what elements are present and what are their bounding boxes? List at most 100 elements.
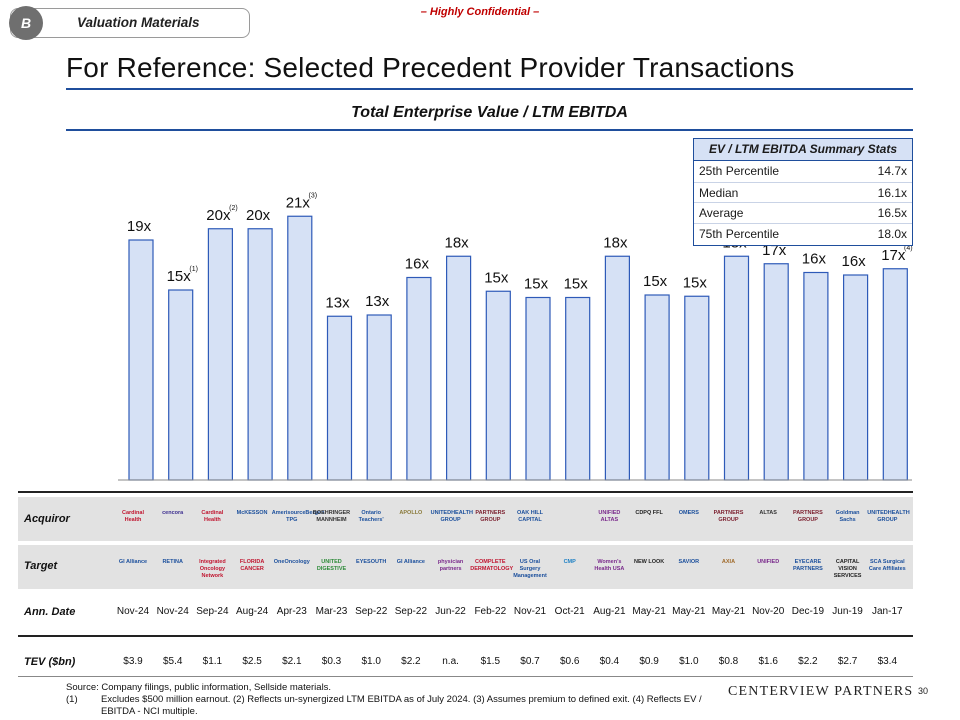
bar-6 bbox=[326, 315, 353, 481]
bar-16 bbox=[723, 255, 750, 481]
acquiror-logo: OAK HILL CAPITAL bbox=[517, 510, 543, 523]
acquiror-logo: BOEHRINGER MANNHEIM bbox=[312, 510, 351, 523]
acquiror-logo: AmerisourceBergen TPG bbox=[271, 510, 325, 523]
tev-cell: $3.9 bbox=[123, 656, 143, 667]
label-footnote-20: (4) bbox=[904, 245, 913, 252]
footnotes: Source: Company filings, public informat… bbox=[66, 682, 726, 718]
tev-cell: $2.2 bbox=[798, 656, 818, 667]
ann-date-cell: Dec-19 bbox=[791, 606, 825, 617]
ann-date-cell: Mar-23 bbox=[315, 606, 348, 617]
date-row-label: Ann. Date bbox=[24, 606, 76, 618]
stat-value: 16.1x bbox=[877, 185, 907, 200]
stat-value: 18.0x bbox=[877, 226, 907, 241]
data-label-20: 17x bbox=[881, 247, 906, 264]
target-logo: UNIFIED bbox=[757, 559, 780, 565]
target-logo: CMP bbox=[563, 559, 576, 565]
table-top-rule bbox=[18, 491, 913, 493]
acquiror-logo: Goldman Sachs bbox=[835, 510, 860, 523]
bar-3 bbox=[207, 228, 233, 481]
acquiror-logo: Cardinal Health bbox=[201, 510, 224, 523]
table-bottom-rule bbox=[18, 676, 913, 677]
tev-cell: $1.0 bbox=[361, 656, 381, 667]
bar-1 bbox=[128, 239, 154, 481]
bar-20 bbox=[882, 268, 908, 481]
ann-date-cell: Sep-22 bbox=[355, 606, 388, 617]
ann-date-cell: Feb-22 bbox=[474, 606, 507, 617]
target-logo: COMPLETE DERMATOLOGY bbox=[470, 559, 514, 572]
ann-date-cell: Sep-22 bbox=[394, 606, 428, 617]
data-label-4: 20x bbox=[246, 207, 271, 224]
bar-10 bbox=[485, 290, 511, 481]
data-label-12: 15x bbox=[564, 276, 589, 293]
ann-date-cell: May-21 bbox=[632, 606, 666, 617]
ann-date-cell: Aug-21 bbox=[593, 606, 626, 617]
acquiror-logo: PARTNERS GROUP bbox=[475, 510, 506, 523]
tev-cell: $5.4 bbox=[162, 656, 183, 667]
target-logo: UNITED DIGESTIVE bbox=[316, 559, 347, 572]
bar-14 bbox=[644, 294, 670, 481]
target-logo: GI Alliance bbox=[396, 559, 425, 565]
ann-date-cell: Sep-24 bbox=[196, 606, 229, 617]
data-label-7: 13x bbox=[365, 293, 390, 310]
bar-2 bbox=[168, 289, 194, 481]
target-logo: SCA Surgical Care Affiliates bbox=[868, 559, 906, 572]
ann-date-cell: Nov-24 bbox=[116, 606, 150, 617]
stat-label: Average bbox=[699, 206, 744, 220]
target-logo: OneOncology bbox=[273, 559, 310, 565]
tev-cell: n.a. bbox=[442, 656, 459, 667]
acquiror-logo: Ontario Teachers' bbox=[358, 510, 384, 523]
footnote: (1) Excludes $500 million earnout. (2) R… bbox=[66, 694, 726, 718]
acquiror-logo: UNIFIED ALTAS bbox=[598, 510, 621, 523]
section-tab: B Valuation Materials bbox=[9, 6, 250, 40]
bar-17 bbox=[763, 263, 789, 481]
tev-cell: $0.9 bbox=[639, 656, 659, 667]
acquiror-row-label: Acquiror bbox=[24, 513, 70, 525]
section-label: Valuation Materials bbox=[77, 15, 200, 30]
bar-7 bbox=[366, 314, 392, 481]
ann-date-cell: Nov-21 bbox=[513, 606, 547, 617]
acquiror-logo: UNITEDHEALTH GROUP bbox=[867, 510, 910, 523]
data-label-1: 19x bbox=[127, 218, 152, 235]
data-label-9: 18x bbox=[445, 234, 470, 251]
bar-4 bbox=[247, 228, 273, 481]
stat-label: 25th Percentile bbox=[699, 164, 780, 178]
ann-date-cell: Oct-21 bbox=[554, 606, 585, 617]
label-footnote-2: (1) bbox=[189, 266, 198, 273]
target-logo: RETINA bbox=[162, 559, 183, 565]
stat-row: Median 16.1x bbox=[694, 181, 912, 203]
chart-title-rule bbox=[66, 129, 913, 131]
acquiror-logo: cencora bbox=[162, 510, 184, 516]
target-logo: physician partners bbox=[437, 559, 464, 572]
tev-cell: $0.4 bbox=[599, 656, 620, 667]
footnote-marker: (1) bbox=[66, 694, 78, 705]
data-label-5: 21x bbox=[286, 194, 311, 211]
data-label-6: 13x bbox=[325, 294, 350, 311]
tev-cell: $0.7 bbox=[520, 656, 540, 667]
ann-date-cell: Nov-20 bbox=[752, 606, 785, 617]
tev-cell: $1.0 bbox=[679, 656, 699, 667]
target-logos: GI Alliance RETINA Integrated Oncology Net… bbox=[0, 549, 960, 589]
bar-8 bbox=[406, 276, 432, 481]
stat-row: 75th Percentile 18.0x bbox=[694, 222, 912, 244]
chart-title: Total Enterprise Value / LTM EBITDA bbox=[351, 104, 628, 121]
data-label-10: 15x bbox=[484, 269, 509, 286]
tev-cell: $1.5 bbox=[480, 656, 501, 667]
acquiror-logo: UNITEDHEALTH GROUP bbox=[430, 510, 473, 523]
target-logo: SAVIOR bbox=[678, 559, 700, 565]
title-rule bbox=[66, 88, 913, 90]
tev-cell: $2.5 bbox=[242, 656, 262, 667]
target-logo: CAPITAL VISION SERVICES bbox=[833, 559, 862, 579]
page-title: For Reference: Selected Precedent Provid… bbox=[66, 52, 795, 83]
tev-cell: $2.7 bbox=[837, 656, 858, 667]
data-label-17: 17x bbox=[762, 242, 787, 259]
target-logo: EYECARE PARTNERS bbox=[792, 559, 823, 572]
stat-label: 75th Percentile bbox=[699, 226, 780, 241]
ann-date-cell: Jun-22 bbox=[435, 606, 466, 617]
ann-date-cell: Apr-23 bbox=[276, 606, 307, 617]
tev-cell: $1.1 bbox=[202, 656, 223, 667]
tev-cell: $2.2 bbox=[401, 656, 421, 667]
acquiror-logo: PARTNERS GROUP bbox=[792, 510, 823, 523]
acquiror-logos: Cardinal Health cencora Cardinal Health McK… bbox=[0, 500, 960, 540]
